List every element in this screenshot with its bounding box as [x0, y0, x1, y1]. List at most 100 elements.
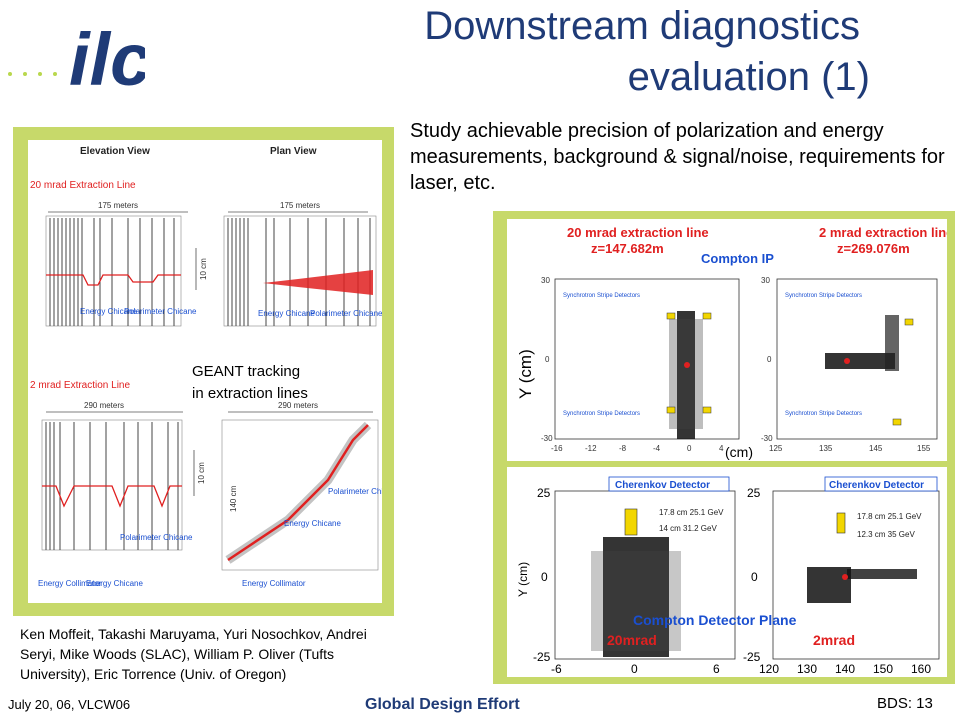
svg-text:Polarimeter Chicane: Polarimeter Chicane — [328, 487, 382, 496]
footer-date: July 20, 06, VLCW06 — [8, 697, 131, 712]
svg-text:12.3 cm 35 GeV: 12.3 cm 35 GeV — [857, 530, 915, 539]
plan-2mrad-beamline: 290 meters 140 cm Polarimeter Chicane En… — [221, 401, 401, 588]
line2-plot-title: 2 mrad extraction line — [819, 225, 947, 240]
svg-text:Energy Chicane: Energy Chicane — [80, 307, 137, 316]
elevation-2mrad-beamline: 290 meters Polarimeter Chicane Energy Co… — [38, 401, 206, 588]
svg-text:135: 135 — [819, 444, 833, 453]
svg-text:0: 0 — [751, 570, 758, 584]
cherenkov-right-label: Cherenkov Detector — [829, 480, 924, 491]
compton-ip-plots: 20 mrad extraction line z=147.682m 2 mra… — [516, 225, 953, 460]
svg-text:-8: -8 — [619, 444, 627, 453]
footer-slide-number: BDS: 13 — [877, 695, 933, 712]
svg-text:-30: -30 — [541, 434, 553, 443]
svg-text:Synchrotron Stripe Detectors: Synchrotron Stripe Detectors — [563, 293, 640, 299]
svg-text:0: 0 — [631, 662, 638, 676]
svg-text:Synchrotron Stripe Detectors: Synchrotron Stripe Detectors — [563, 411, 640, 417]
cherenkov-left-label: Cherenkov Detector — [615, 480, 710, 491]
svg-text:-30: -30 — [761, 434, 773, 443]
compton-detector-panel: Y (cm) 25 0 -25 -6 0 6 Cherenkov Detecto… — [507, 467, 947, 677]
label-20mrad: 20mrad — [607, 632, 657, 648]
line20-plot-title: 20 mrad extraction line — [567, 225, 709, 240]
svg-text:4: 4 — [719, 444, 724, 453]
svg-text:-6: -6 — [551, 662, 562, 676]
line2-title: 2 mrad Extraction Line — [30, 380, 130, 391]
plan-20mrad-beamline: 175 meters Energy Chicane Polarimeter Ch… — [223, 201, 383, 327]
svg-text:25: 25 — [537, 486, 551, 500]
svg-text:175 meters: 175 meters — [280, 201, 320, 210]
authors-credit: Ken Moffeit, Takashi Maruyama, Yuri Noso… — [20, 626, 367, 682]
svg-text:30: 30 — [541, 276, 550, 285]
svg-text:25: 25 — [747, 486, 761, 500]
geant-label-line1: GEANT tracking — [192, 363, 300, 380]
elevation-view-label: Elevation View — [80, 146, 150, 157]
svg-text:17.8 cm 25.1 GeV: 17.8 cm 25.1 GeV — [857, 512, 922, 521]
geant-label-line2: in extraction lines — [192, 385, 308, 402]
extraction-lines-diagram: Elevation View Plan View 20 mrad Extract… — [30, 146, 401, 588]
slide-title-line2: evaluation (1) — [627, 55, 870, 99]
svg-text:125: 125 — [769, 444, 783, 453]
bottom-right-scatter — [807, 567, 851, 603]
bottom-y-axis-label: Y (cm) — [516, 562, 530, 597]
svg-text:Synchrotron Stripe Detectors: Synchrotron Stripe Detectors — [785, 411, 862, 417]
svg-text:-25: -25 — [743, 650, 761, 664]
svg-text:145: 145 — [869, 444, 883, 453]
svg-text:130: 130 — [797, 662, 817, 676]
line20-title: 20 mrad Extraction Line — [30, 180, 136, 191]
svg-text:30: 30 — [761, 276, 770, 285]
svg-text:290 meters: 290 meters — [84, 401, 124, 410]
svg-text:z=147.682m: z=147.682m — [591, 241, 664, 256]
slide-description: Study achievable precision of polarizati… — [410, 120, 945, 194]
svg-text:150: 150 — [873, 662, 893, 676]
compton-ip-label: Compton IP — [701, 251, 774, 266]
svg-text:14 cm 31.2 GeV: 14 cm 31.2 GeV — [659, 524, 717, 533]
svg-text:-25: -25 — [533, 650, 551, 664]
elevation-20mrad-beamline: 175 meters Energy Chicane Polarimeter Ch… — [45, 201, 208, 327]
svg-text:160: 160 — [911, 662, 931, 676]
svg-text:10 cm: 10 cm — [197, 462, 206, 484]
svg-text:Polarimeter Chicane: Polarimeter Chicane — [124, 307, 197, 316]
svg-text:0: 0 — [687, 444, 692, 453]
svg-text:-16: -16 — [551, 444, 563, 453]
svg-text:Polarimeter Chicane: Polarimeter Chicane — [310, 309, 382, 318]
top-left-scatter — [677, 311, 695, 439]
svg-text:Energy Collimator: Energy Collimator — [38, 579, 102, 588]
svg-text:0: 0 — [545, 355, 550, 364]
svg-text:Energy Chicane: Energy Chicane — [86, 579, 143, 588]
decorative-dots-footer — [8, 683, 952, 689]
compton-detector-plots: Y (cm) 25 0 -25 -6 0 6 Cherenkov Detecto… — [516, 476, 940, 676]
svg-text:17.8 cm 25.1 GeV: 17.8 cm 25.1 GeV — [659, 508, 724, 517]
decorative-dots-left — [8, 63, 68, 76]
svg-text:10 cm: 10 cm — [199, 258, 208, 280]
top-y-axis-label: Y (cm) — [516, 349, 535, 399]
top-x-axis-unit: (cm) — [725, 444, 753, 460]
compton-ip-panel: 20 mrad extraction line z=147.682m 2 mra… — [507, 219, 953, 461]
bottom-left-scatter — [603, 537, 669, 657]
footer-organization: Global Design Effort — [365, 696, 520, 713]
label-2mrad: 2mrad — [813, 632, 855, 648]
top-left-plot-frame — [554, 278, 740, 440]
svg-text:z=269.076m: z=269.076m — [837, 241, 910, 256]
svg-text:0: 0 — [767, 355, 772, 364]
svg-text:0: 0 — [541, 570, 548, 584]
svg-text:175 meters: 175 meters — [98, 201, 138, 210]
compton-detector-plane-label: Compton Detector Plane — [633, 612, 797, 628]
svg-text:-4: -4 — [653, 444, 661, 453]
svg-text:Energy Chicane: Energy Chicane — [284, 519, 341, 528]
svg-text:290 meters: 290 meters — [278, 401, 318, 410]
svg-text:6: 6 — [713, 662, 720, 676]
plan-view-label: Plan View — [270, 146, 317, 157]
svg-text:ilc: ilc — [69, 18, 145, 99]
svg-text:140: 140 — [835, 662, 855, 676]
svg-text:Synchrotron Stripe Detectors: Synchrotron Stripe Detectors — [785, 293, 862, 299]
slide-title-line1: Downstream diagnostics — [424, 4, 860, 48]
svg-text:140 cm: 140 cm — [229, 485, 238, 512]
top-right-scatter — [825, 353, 895, 369]
svg-text:155: 155 — [917, 444, 931, 453]
svg-text:Energy Chicane: Energy Chicane — [258, 309, 315, 318]
left-figure-panel: Elevation View Plan View 20 mrad Extract… — [28, 140, 401, 603]
svg-text:-12: -12 — [585, 444, 597, 453]
ilc-logo: ilc — [69, 18, 145, 99]
svg-text:Energy Collimator: Energy Collimator — [242, 579, 306, 588]
svg-text:Polarimeter Chicane: Polarimeter Chicane — [120, 533, 193, 542]
top-right-plot-frame — [776, 278, 938, 440]
